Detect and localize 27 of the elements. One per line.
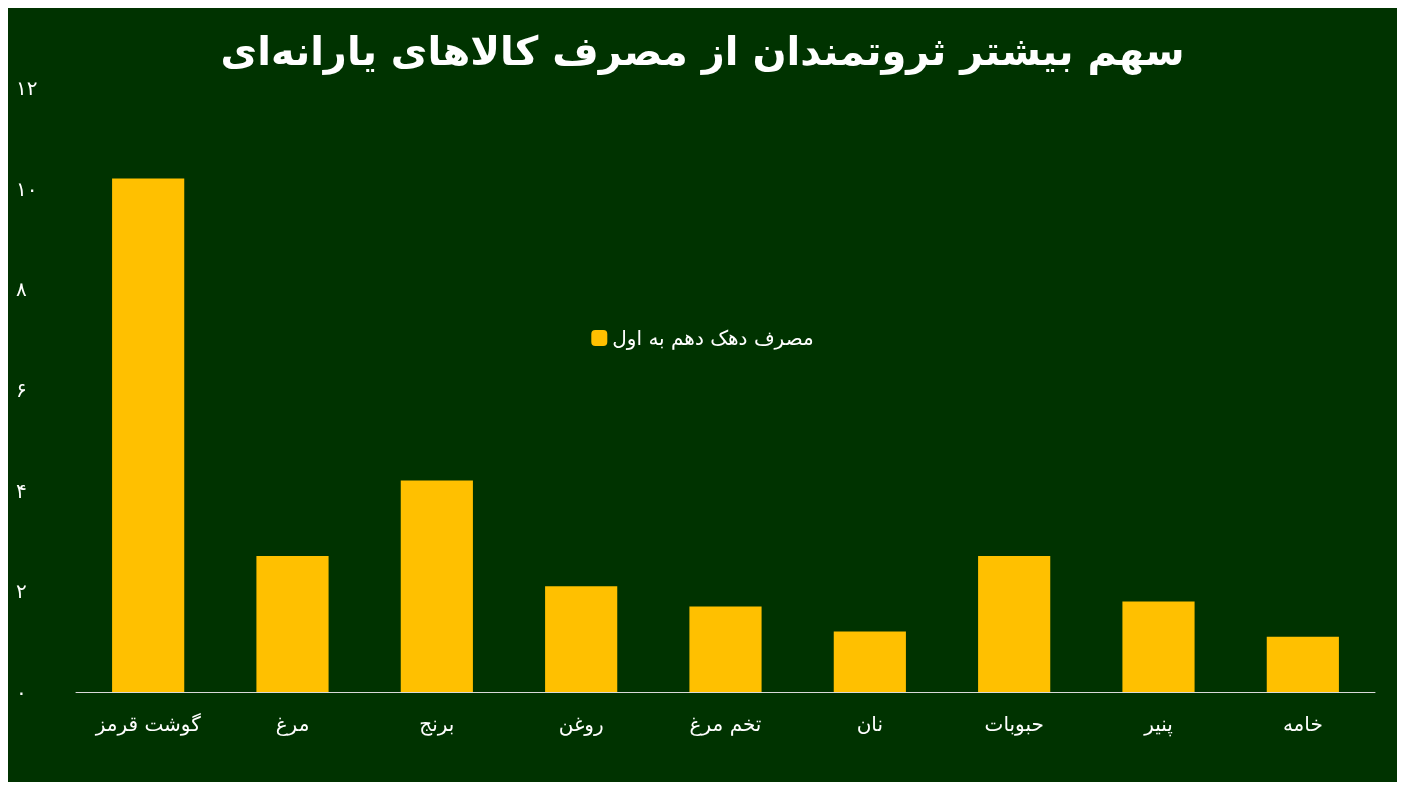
y-tick-label: ۰ — [16, 680, 27, 704]
y-tick-label: ۱۲ — [16, 76, 38, 100]
y-tick-label: ۶ — [16, 378, 27, 402]
x-tick-label: پنیر — [1143, 712, 1173, 737]
x-tick-label: برنج — [419, 712, 455, 736]
x-tick-label: مرغ — [275, 712, 310, 736]
bar — [545, 586, 618, 692]
x-tick-label: نان — [856, 712, 884, 736]
bar — [1122, 601, 1195, 692]
x-tick-label: تخم مرغ — [689, 712, 762, 736]
bar — [833, 631, 906, 692]
y-tick-label: ۸ — [16, 277, 27, 302]
x-tick-label: گوشت قرمز — [94, 712, 202, 736]
chart-title: سهم بیشتر ثروتمندان از مصرف کالاهای یارانه‌ای — [220, 28, 1185, 75]
bar — [112, 178, 185, 692]
y-tick-label: ۱۰ — [16, 176, 38, 201]
x-tick-label: حبوبات — [984, 712, 1044, 736]
bar — [978, 556, 1051, 692]
bar — [256, 556, 329, 692]
y-tick-label: ۴ — [16, 478, 27, 503]
y-tick-label: ۲ — [16, 579, 27, 604]
bar — [400, 480, 473, 692]
x-tick-label: خامه — [1282, 712, 1323, 736]
legend-label: مصرف دهک دهم به اول — [612, 326, 814, 350]
bar — [1266, 636, 1339, 692]
x-tick-label: روغن — [558, 712, 604, 736]
bar — [689, 606, 762, 692]
